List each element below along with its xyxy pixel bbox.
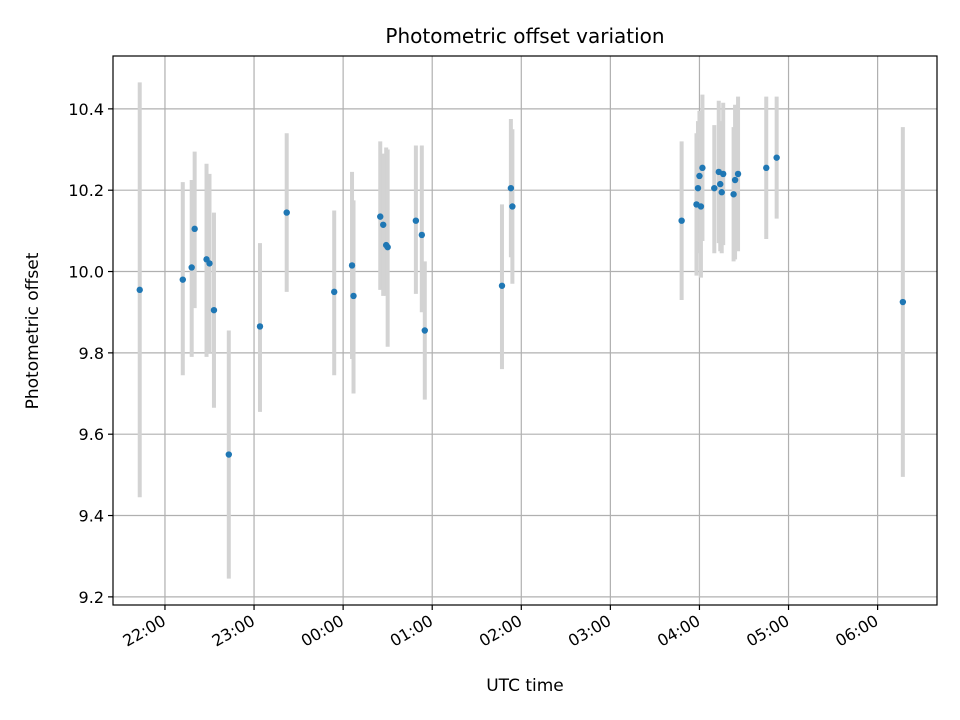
data-point	[718, 189, 725, 196]
y-tick-label: 9.6	[79, 425, 104, 444]
data-point	[711, 184, 718, 192]
data-point	[179, 276, 186, 283]
data-point	[210, 306, 218, 314]
data-point	[699, 164, 706, 172]
data-point	[720, 170, 727, 178]
data-point	[418, 231, 426, 239]
data-point	[498, 282, 506, 289]
plot-area-frame	[112, 55, 938, 606]
data-point	[421, 327, 428, 334]
grid	[113, 56, 937, 605]
data-point	[773, 154, 780, 161]
chart-title: Photometric offset variation	[385, 24, 664, 48]
data-point	[734, 170, 742, 178]
data-point	[206, 260, 213, 267]
data-point	[717, 180, 724, 188]
data-point	[899, 298, 907, 306]
y-tick-label: 10.4	[68, 100, 104, 119]
data-point	[331, 288, 338, 296]
data-point	[412, 217, 420, 224]
data-point	[509, 203, 516, 210]
data-point	[694, 184, 702, 192]
data-point	[380, 221, 387, 228]
y-tick-label: 10.0	[68, 263, 104, 282]
data-point	[763, 164, 770, 172]
x-axis-label: UTC time	[486, 676, 564, 696]
data-point	[191, 225, 198, 233]
data-point	[731, 176, 739, 184]
data-point	[136, 286, 143, 294]
data-point	[350, 292, 357, 300]
y-tick-label: 9.4	[79, 507, 104, 526]
y-tick-label: 9.8	[79, 344, 104, 363]
data-point	[377, 213, 384, 220]
y-axis-label: Photometric offset	[23, 252, 43, 409]
data-point	[678, 217, 685, 224]
y-tick-label: 9.2	[79, 588, 104, 607]
y-tick-label: 10.2	[68, 181, 104, 200]
data-point	[225, 451, 233, 458]
data-points	[136, 154, 907, 458]
data-point	[348, 262, 356, 269]
data-point	[696, 172, 703, 180]
data-point	[384, 243, 391, 251]
data-point	[256, 323, 264, 330]
data-point	[730, 191, 737, 198]
data-point	[188, 264, 195, 271]
data-point	[283, 209, 290, 216]
y-axis-ticks: 9.2 9.4 9.6 9.8 10.0 10.2 10.4	[68, 100, 113, 607]
data-point	[697, 203, 705, 210]
data-point	[507, 184, 515, 192]
